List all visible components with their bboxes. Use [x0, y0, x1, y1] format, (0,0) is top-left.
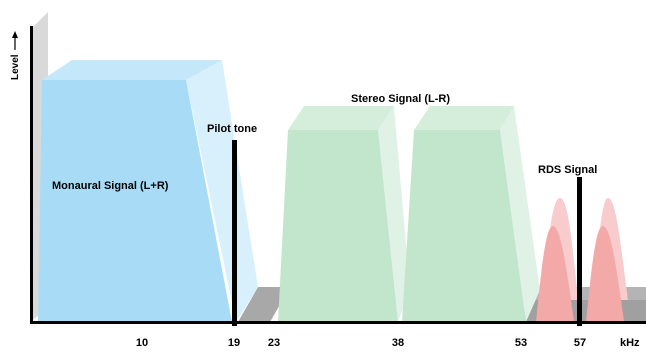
pilot-tone-label: Pilot tone — [207, 123, 257, 135]
rds-carrier-marker — [577, 177, 582, 326]
stereo-block-1-face — [278, 130, 398, 322]
y-axis-line — [30, 26, 33, 324]
tick-label-23: 23 — [268, 337, 280, 349]
floor-segment — [238, 287, 290, 322]
tick-label-38: 38 — [392, 337, 404, 349]
mono-block-top — [42, 60, 222, 80]
tick-label-19: 19 — [228, 337, 240, 349]
tick-label-57: 57 — [574, 337, 586, 349]
stereo-block-2-side — [500, 106, 540, 322]
tick-label-53: 53 — [515, 337, 527, 349]
x-axis-line — [30, 321, 646, 324]
mono-signal-label: Monaural Signal (L+R) — [52, 180, 169, 192]
tick-label-10: 10 — [136, 337, 148, 349]
y-axis-label: Level — [10, 54, 21, 80]
rds-signal-label: RDS Signal — [538, 164, 597, 176]
pilot-tone-marker — [232, 140, 237, 326]
rds-lobe-left — [536, 226, 574, 322]
stereo-block-2-face — [402, 130, 526, 322]
stereo-block-2-top — [414, 106, 514, 130]
stereo-signal-label: Stereo Signal (L-R) — [351, 93, 450, 105]
mono-block-side — [186, 60, 258, 322]
y-axis-arrowhead-icon — [12, 31, 18, 38]
stereo-block-1-top — [288, 106, 394, 130]
stereo-block-1-side — [378, 106, 410, 322]
rds-lobe-right — [586, 226, 624, 322]
mono-block-face — [38, 80, 232, 322]
x-axis-unit: kHz — [620, 337, 640, 349]
